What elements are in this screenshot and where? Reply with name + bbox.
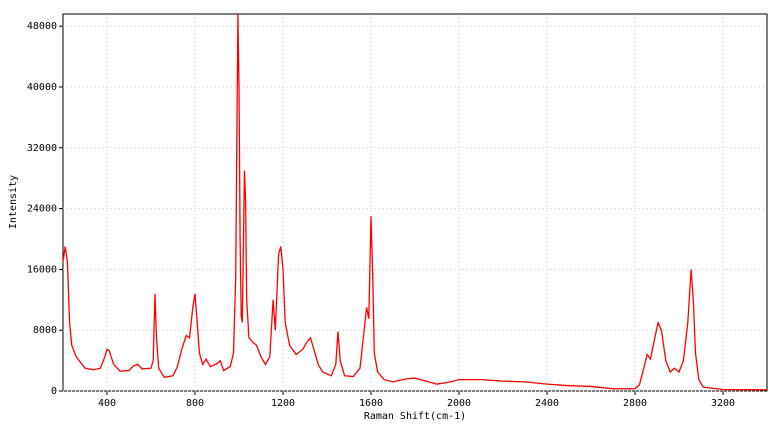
x-tick-label: 1200 xyxy=(271,398,295,409)
y-tick-label: 48000 xyxy=(27,21,57,32)
x-tick-label: 2000 xyxy=(447,398,471,409)
y-tick-label: 16000 xyxy=(27,264,57,275)
y-tick-label: 24000 xyxy=(27,204,57,215)
x-tick-label: 400 xyxy=(98,398,116,409)
x-tick-label: 800 xyxy=(186,398,204,409)
y-tick-label: 40000 xyxy=(27,82,57,93)
plot-area xyxy=(62,13,768,392)
y-tick-label: 0 xyxy=(51,386,57,397)
x-tick-label: 2400 xyxy=(535,398,559,409)
x-tick-label: 1600 xyxy=(359,398,383,409)
x-tick-label: 3200 xyxy=(711,398,735,409)
y-tick-label: 8000 xyxy=(33,325,57,336)
x-axis-label: Raman Shift(cm-1) xyxy=(364,411,466,422)
y-axis-label: Intensity xyxy=(8,175,19,229)
spectrum-line xyxy=(62,14,768,391)
y-tick-label: 32000 xyxy=(27,143,57,154)
x-tick-label: 2800 xyxy=(623,398,647,409)
